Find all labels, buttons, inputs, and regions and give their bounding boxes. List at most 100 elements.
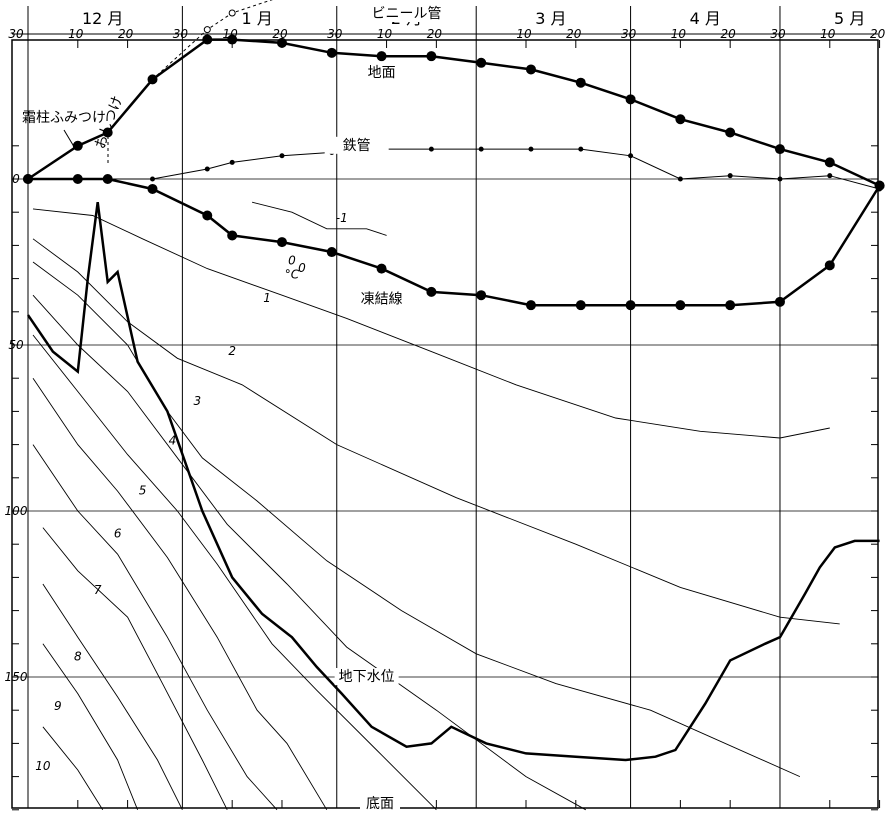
day-tick-label: 10 xyxy=(516,27,532,41)
data-point xyxy=(478,146,484,152)
series-label: 凍結線 xyxy=(361,292,403,308)
data-point xyxy=(725,300,736,311)
day-tick-label: 10 xyxy=(223,27,239,41)
isotherm-label: 4 xyxy=(169,434,177,448)
data-point xyxy=(204,166,210,172)
data-point xyxy=(202,34,213,45)
data-point xyxy=(575,300,586,311)
day-tick-label: 20 xyxy=(870,27,886,41)
y-tick-label: 150 xyxy=(5,670,28,684)
isotherm-label: 8 xyxy=(74,649,82,663)
day-tick-label: 10 xyxy=(820,27,836,41)
data-point xyxy=(428,146,434,152)
label-bg xyxy=(334,668,399,685)
isotherm-zero-label: 0 xyxy=(288,254,296,268)
data-point xyxy=(774,144,785,155)
data-point xyxy=(228,9,236,17)
day-tick-label: 30 xyxy=(8,27,24,41)
series-line xyxy=(28,148,880,190)
day-tick-label: 30 xyxy=(327,27,343,41)
unit-label: °C xyxy=(285,268,300,282)
y-tick-label: 100 xyxy=(5,504,28,518)
series-line xyxy=(27,38,881,187)
day-tick-label: 30 xyxy=(621,27,637,41)
data-point xyxy=(23,174,33,184)
data-point xyxy=(476,290,487,301)
isotherm-label: 2 xyxy=(228,344,236,358)
data-point xyxy=(426,51,437,62)
data-point xyxy=(675,300,686,311)
data-point xyxy=(72,174,83,184)
data-point xyxy=(326,47,337,58)
data-point xyxy=(824,260,835,271)
data-point xyxy=(476,57,487,68)
data-point xyxy=(677,176,683,182)
isotherm-label: 3 xyxy=(193,394,201,408)
day-tick-label: 10 xyxy=(671,27,687,41)
isotherm-label: 9 xyxy=(54,699,62,713)
data-point xyxy=(824,157,835,168)
day-tick-label: 20 xyxy=(566,27,582,41)
data-point xyxy=(528,146,534,152)
isotherm-3 xyxy=(32,294,587,811)
chart-frame xyxy=(11,6,881,811)
y-tick-label: 50 xyxy=(8,338,24,352)
day-tick-label: 30 xyxy=(770,27,786,41)
isotherm-label: -1 xyxy=(336,211,348,225)
isotherm-10 xyxy=(42,726,104,811)
y-tick-label: 0 xyxy=(12,172,20,186)
series-label: 地面 xyxy=(368,65,396,81)
data-point xyxy=(777,176,783,182)
month-label: 3 月 xyxy=(535,9,566,28)
month-label: 4 月 xyxy=(690,9,721,28)
isotherm-1 xyxy=(32,238,840,625)
isotherm-6 xyxy=(32,444,278,811)
data-point xyxy=(276,37,287,48)
data-point xyxy=(203,26,211,34)
isotherm-8 xyxy=(42,583,183,811)
data-point xyxy=(227,34,238,45)
data-point xyxy=(625,300,636,311)
isotherm-9 xyxy=(42,643,139,810)
isotherm--1 xyxy=(251,201,387,236)
data-point xyxy=(525,64,536,75)
series-line xyxy=(26,202,880,762)
data-point xyxy=(625,94,636,105)
month-label: 12 月 xyxy=(82,9,123,28)
data-point xyxy=(276,237,287,248)
isotherm-4 xyxy=(32,334,437,811)
month-label: 5 月 xyxy=(834,9,865,28)
plot-border xyxy=(11,39,879,809)
isotherm-label: 10 xyxy=(35,759,51,773)
day-tick-label: 30 xyxy=(173,27,189,41)
data-point xyxy=(229,159,235,165)
series-line xyxy=(28,177,881,307)
series-line xyxy=(27,0,273,180)
label-layer: 12 月1 月2 月3 月4 月5 月301020301020301020102… xyxy=(5,5,886,812)
isotherm-label: 6 xyxy=(114,527,122,541)
day-tick-label: 20 xyxy=(427,27,443,41)
series-label: 地下水位 xyxy=(339,669,395,685)
isotherm-5 xyxy=(32,377,328,811)
data-point xyxy=(102,174,113,184)
data-point xyxy=(628,153,634,159)
data-point xyxy=(72,140,83,151)
data-point xyxy=(150,176,155,182)
isotherm-label: 0 xyxy=(298,261,306,275)
data-point xyxy=(426,286,437,297)
day-tick-label: 20 xyxy=(721,27,737,41)
day-tick-label: 10 xyxy=(377,27,393,41)
isotherm-7 xyxy=(42,527,228,811)
bottom-label: 底面 xyxy=(366,796,394,812)
day-tick-label: 20 xyxy=(272,27,288,41)
day-tick-label: 10 xyxy=(68,27,84,41)
data-point xyxy=(147,74,158,85)
label-bg xyxy=(360,797,400,809)
month-label: 1 月 xyxy=(241,9,272,28)
data-point xyxy=(874,180,885,191)
isotherm-2 xyxy=(32,261,801,778)
annotation-leader xyxy=(63,129,77,151)
data-point xyxy=(202,210,213,221)
data-point xyxy=(774,296,785,307)
